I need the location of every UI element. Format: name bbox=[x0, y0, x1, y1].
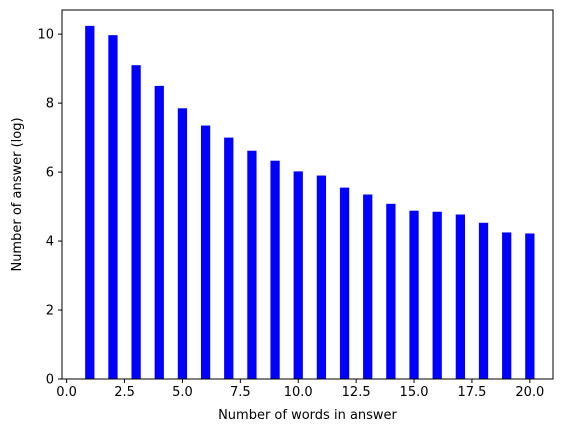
bar bbox=[154, 85, 164, 380]
plot-frame bbox=[61, 9, 554, 380]
bar bbox=[293, 171, 303, 379]
bar bbox=[502, 232, 512, 379]
bar bbox=[108, 35, 118, 379]
x-tick-label: 15.0 bbox=[400, 385, 429, 400]
x-axis: 0.0 2.5 5.0 7.5 10.0 12.5 15.0 17.5 20.0 bbox=[56, 379, 544, 400]
y-tick-label: 2 bbox=[46, 304, 54, 319]
y-tick-label: 6 bbox=[46, 166, 54, 181]
y-tick-label: 4 bbox=[46, 235, 54, 250]
bar bbox=[339, 187, 350, 379]
x-tick-label: 17.5 bbox=[457, 385, 486, 400]
bar bbox=[432, 211, 442, 379]
x-tick-label: 12.5 bbox=[342, 385, 371, 400]
bar bbox=[85, 25, 95, 379]
bar bbox=[247, 150, 257, 379]
bar bbox=[270, 160, 280, 379]
bar bbox=[224, 137, 234, 379]
bar bbox=[455, 214, 465, 379]
x-tick-label: 2.5 bbox=[114, 385, 135, 400]
y-tick-label: 8 bbox=[46, 97, 54, 112]
bar bbox=[409, 210, 419, 379]
x-tick-label: 0.0 bbox=[56, 385, 77, 400]
y-axis: 0 2 4 6 8 10 bbox=[37, 28, 62, 388]
bar bbox=[316, 175, 327, 379]
x-axis-label: Number of words in answer bbox=[218, 408, 397, 423]
bar bbox=[525, 233, 535, 379]
bar bbox=[200, 125, 211, 379]
y-axis-label: Number of answer (log) bbox=[10, 117, 25, 271]
bar bbox=[177, 108, 188, 380]
x-tick-label: 7.5 bbox=[230, 385, 251, 400]
bar bbox=[386, 203, 396, 379]
y-tick-label: 0 bbox=[46, 373, 54, 388]
x-tick-label: 20.0 bbox=[515, 385, 544, 400]
y-tick-label: 10 bbox=[37, 28, 54, 43]
bar bbox=[363, 194, 373, 379]
x-tick-label: 10.0 bbox=[284, 385, 313, 400]
bar bbox=[131, 65, 141, 380]
bars-group bbox=[85, 25, 535, 380]
x-tick-label: 5.0 bbox=[172, 385, 193, 400]
bar bbox=[478, 222, 489, 379]
